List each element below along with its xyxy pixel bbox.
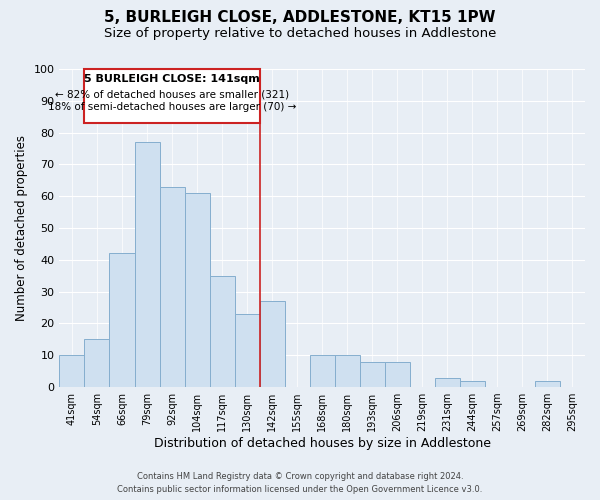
X-axis label: Distribution of detached houses by size in Addlestone: Distribution of detached houses by size … — [154, 437, 491, 450]
Bar — [59, 356, 85, 387]
Text: Size of property relative to detached houses in Addlestone: Size of property relative to detached ho… — [104, 28, 496, 40]
FancyBboxPatch shape — [85, 69, 260, 123]
Text: 5 BURLEIGH CLOSE: 141sqm: 5 BURLEIGH CLOSE: 141sqm — [84, 74, 260, 84]
Bar — [460, 380, 485, 387]
Bar — [385, 362, 410, 387]
Bar — [185, 193, 209, 387]
Text: Contains public sector information licensed under the Open Government Licence v3: Contains public sector information licen… — [118, 485, 482, 494]
Bar — [360, 362, 385, 387]
Bar — [310, 356, 335, 387]
Bar — [109, 254, 134, 387]
Text: 5, BURLEIGH CLOSE, ADDLESTONE, KT15 1PW: 5, BURLEIGH CLOSE, ADDLESTONE, KT15 1PW — [104, 10, 496, 25]
Text: Contains HM Land Registry data © Crown copyright and database right 2024.: Contains HM Land Registry data © Crown c… — [137, 472, 463, 481]
Bar — [209, 276, 235, 387]
Bar — [535, 380, 560, 387]
Bar — [85, 340, 109, 387]
Bar — [160, 186, 185, 387]
Bar — [435, 378, 460, 387]
Text: ← 82% of detached houses are smaller (321): ← 82% of detached houses are smaller (32… — [55, 90, 289, 100]
Bar — [260, 301, 284, 387]
Bar — [134, 142, 160, 387]
Y-axis label: Number of detached properties: Number of detached properties — [15, 135, 28, 321]
Bar — [235, 314, 260, 387]
Bar — [335, 356, 360, 387]
Text: 18% of semi-detached houses are larger (70) →: 18% of semi-detached houses are larger (… — [48, 102, 296, 113]
